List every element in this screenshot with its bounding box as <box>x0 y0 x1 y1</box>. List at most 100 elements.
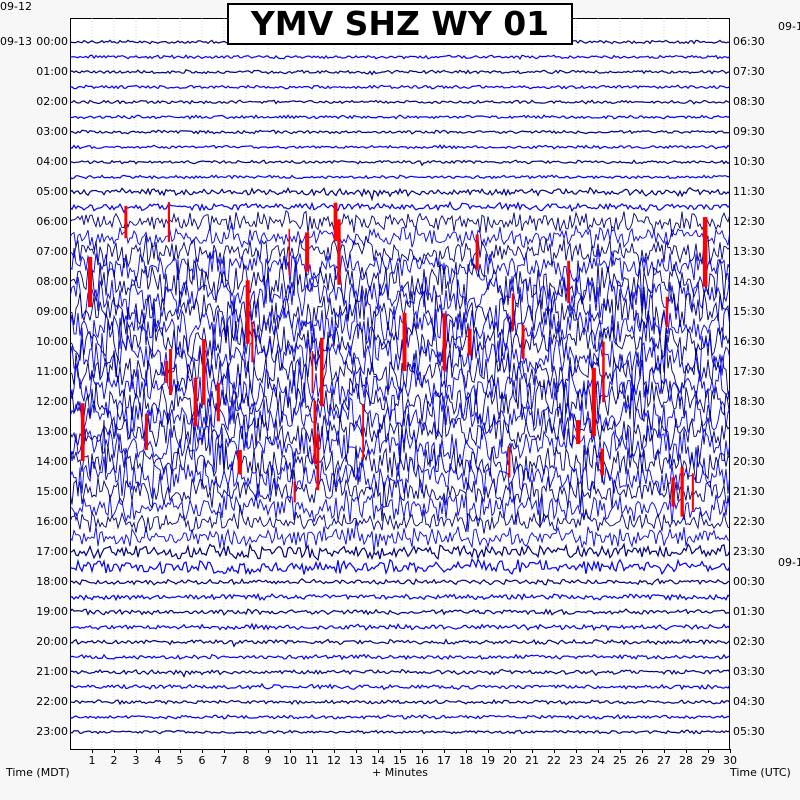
x-tick-label: 16 <box>415 754 429 767</box>
right-start-date: 09-1 <box>778 20 800 33</box>
left-hour-label: 11:00 <box>36 365 68 378</box>
trace-row <box>70 682 730 691</box>
x-tick-label: 14 <box>371 754 385 767</box>
left-hour-label: 19:00 <box>36 605 68 618</box>
right-axis-label: Time (UTC) <box>730 766 791 779</box>
clipped-trace-segment <box>567 260 571 304</box>
x-tick-mark <box>400 749 401 753</box>
left-hour-label: 13:00 <box>36 425 68 438</box>
left-start-date: 09-12 <box>0 0 32 13</box>
left-hour-label: 05:00 <box>36 185 68 198</box>
x-tick-mark <box>576 749 577 753</box>
right-hour-label: 01:30 <box>733 605 765 618</box>
clipped-trace-segment <box>475 234 479 270</box>
right-hour-label: 18:30 <box>733 395 765 408</box>
x-axis-label: + Minutes <box>372 766 429 779</box>
x-tick-mark <box>664 749 665 753</box>
x-tick-label: 9 <box>264 754 272 767</box>
x-tick-mark <box>422 749 423 753</box>
trace-row <box>70 54 730 60</box>
trace-row <box>70 99 730 105</box>
clipped-trace-segment <box>216 382 220 422</box>
x-tick-mark <box>114 749 115 753</box>
x-tick-label: 11 <box>305 754 319 767</box>
clipped-trace-segment <box>311 351 314 393</box>
x-tick-mark <box>158 749 159 753</box>
clipped-trace-segment <box>511 293 514 331</box>
trace-row <box>70 186 730 202</box>
seismogram-traces <box>70 18 730 750</box>
clipped-trace-segment <box>362 404 364 460</box>
left-axis-label: Time (MDT) <box>6 766 70 779</box>
clipped-trace-segment <box>602 341 605 403</box>
trace-row <box>70 408 730 457</box>
trace-row <box>70 608 730 616</box>
left-hour-label: 14:00 <box>36 455 68 468</box>
trace-row <box>70 440 730 499</box>
left-hour-label: 15:00 <box>36 485 68 498</box>
trace-row <box>70 114 730 120</box>
x-tick-label: 21 <box>525 754 539 767</box>
trace-row <box>70 84 730 90</box>
trace-row <box>70 698 730 706</box>
left-hour-label: 03:00 <box>36 125 68 138</box>
clipped-trace-segment <box>288 228 290 276</box>
x-tick-label: 5 <box>176 754 184 767</box>
clipped-trace-segment <box>333 202 338 242</box>
x-tick-mark <box>554 749 555 753</box>
x-tick-mark <box>356 749 357 753</box>
right-hour-label: 14:30 <box>733 275 765 288</box>
clipped-trace-segment <box>145 413 148 451</box>
x-tick-label: 22 <box>547 754 561 767</box>
x-tick-label: 30 <box>723 754 737 767</box>
trace-row <box>70 557 730 576</box>
clipped-trace-segment <box>671 477 675 507</box>
x-tick-mark <box>730 749 731 753</box>
left-hour-label: 02:00 <box>36 95 68 108</box>
x-tick-mark <box>268 749 269 753</box>
x-tick-label: 10 <box>283 754 297 767</box>
clipped-trace-segment <box>124 205 128 239</box>
x-tick-label: 18 <box>459 754 473 767</box>
right-hour-label: 09:30 <box>733 125 765 138</box>
clipped-trace-segment <box>305 232 310 272</box>
trace-row <box>70 653 730 661</box>
trace-row <box>70 327 730 379</box>
left-hour-label: 06:00 <box>36 215 68 228</box>
trace-row <box>70 370 730 441</box>
right-hour-label: 02:30 <box>733 635 765 648</box>
x-tick-mark <box>488 749 489 753</box>
clipped-trace-segment <box>313 400 317 464</box>
left-next-date: 09-13 <box>0 35 32 48</box>
left-hour-label: 00:00 <box>36 35 68 48</box>
trace-row <box>70 336 730 410</box>
x-tick-mark <box>246 749 247 753</box>
clipped-trace-segment <box>88 257 93 308</box>
left-hour-label: 04:00 <box>36 155 68 168</box>
trace-row <box>70 129 730 135</box>
trace-row <box>70 223 730 251</box>
x-tick-label: 17 <box>437 754 451 767</box>
right-hour-label: 03:30 <box>733 665 765 678</box>
clipped-trace-segment <box>165 360 169 383</box>
x-tick-mark <box>312 749 313 753</box>
trace-row <box>70 209 730 238</box>
x-tick-label: 3 <box>132 754 140 767</box>
trace-row <box>70 729 730 735</box>
clipped-trace-segment <box>237 449 242 475</box>
clipped-trace-segment <box>680 467 684 517</box>
x-tick-label: 19 <box>481 754 495 767</box>
x-tick-label: 8 <box>242 754 250 767</box>
x-tick-mark <box>598 749 599 753</box>
left-hour-label: 18:00 <box>36 575 68 588</box>
clipped-trace-segment <box>169 349 173 395</box>
trace-row <box>70 174 730 180</box>
left-hour-label: 23:00 <box>36 725 68 738</box>
trace-row <box>70 159 730 167</box>
x-tick-label: 27 <box>657 754 671 767</box>
clipped-trace-segment <box>702 217 708 287</box>
clipped-trace-segment <box>402 312 407 371</box>
x-tick-label: 28 <box>679 754 693 767</box>
clipped-trace-segment <box>600 448 604 476</box>
x-tick-mark <box>642 749 643 753</box>
